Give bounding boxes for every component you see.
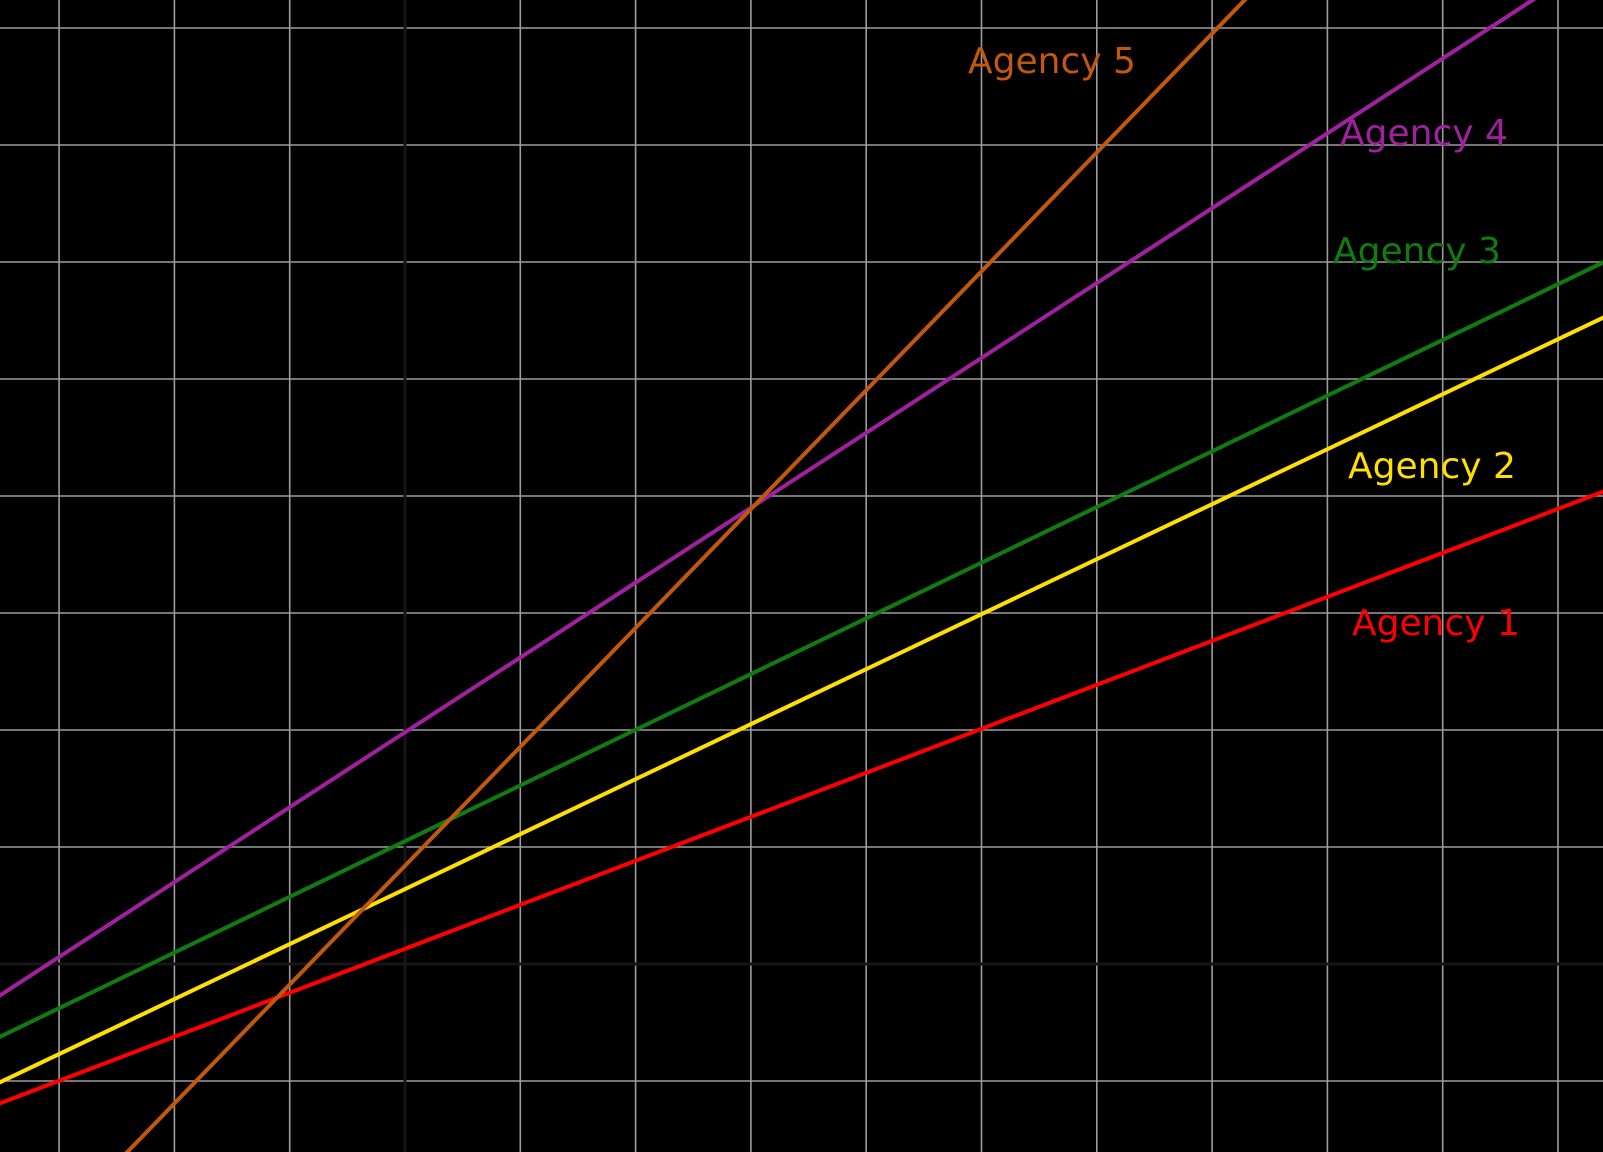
series-line-agency-1 (0, 489, 1603, 1106)
series-line-agency-4 (0, 0, 1537, 998)
series-label-agency-5: Agency 5 (968, 41, 1136, 82)
series-line-agency-2 (0, 315, 1603, 1085)
series-label-agency-2: Agency 2 (1348, 446, 1516, 487)
series-label-agency-1: Agency 1 (1352, 603, 1520, 644)
series-label-agency-3: Agency 3 (1333, 231, 1501, 272)
series-line-agency-3 (0, 260, 1603, 1039)
series-label-agency-4: Agency 4 (1340, 113, 1508, 154)
